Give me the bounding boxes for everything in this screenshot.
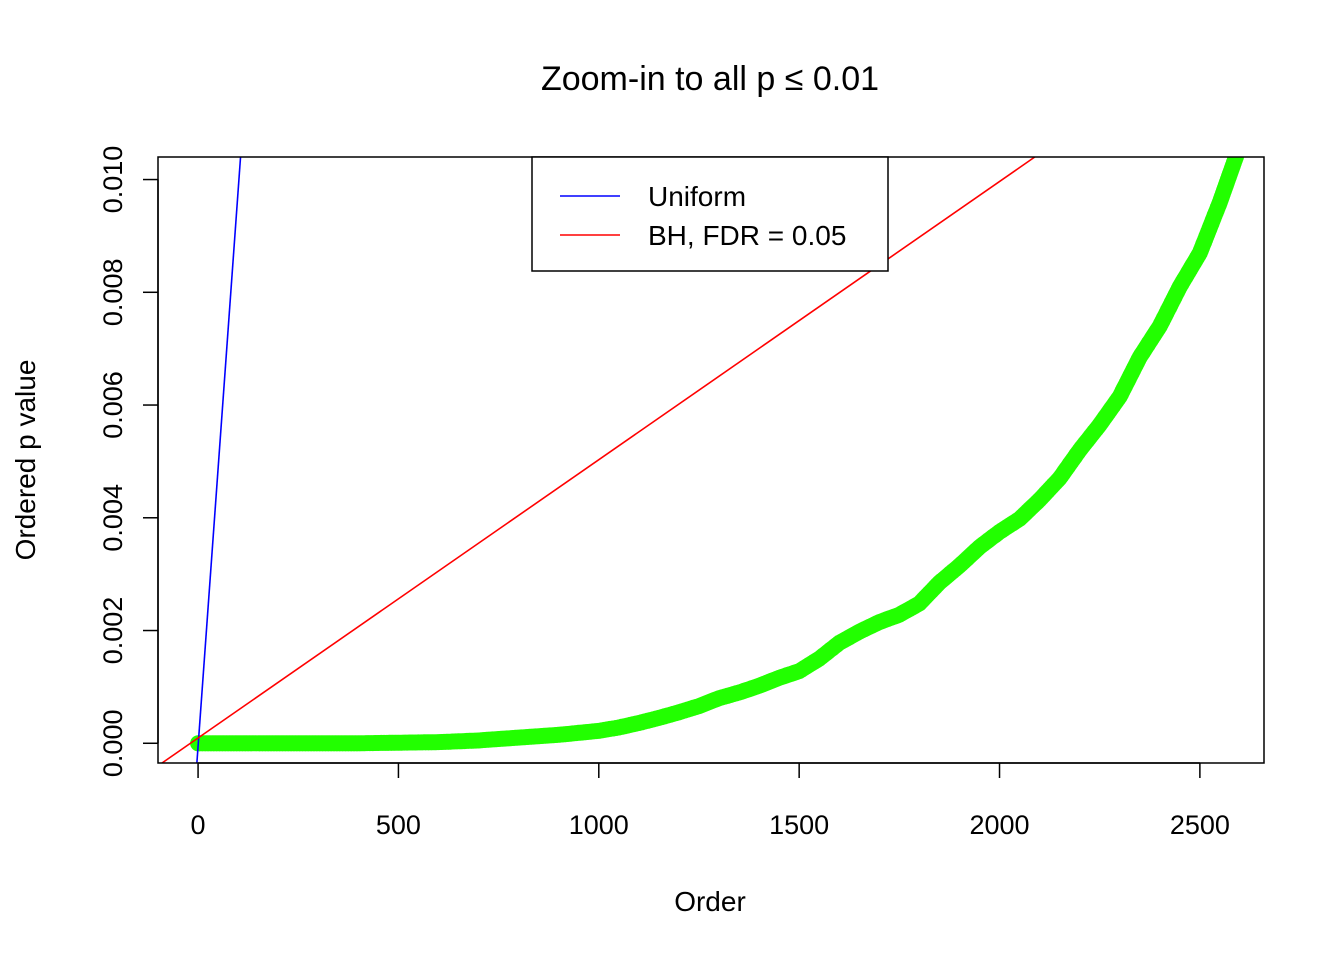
bh-threshold-line [161,157,1036,763]
x-tick-label: 2000 [969,810,1029,840]
x-axis: 0 500 1000 1500 2000 2500 [191,762,1230,840]
data-layer [161,157,1244,763]
y-tick-label: 0.000 [98,710,128,778]
x-tick-label: 1500 [769,810,829,840]
chart-title: Zoom-in to all p ≤ 0.01 [541,60,879,98]
y-tick-label: 0.010 [98,146,128,214]
pvalue-points [190,157,1244,752]
legend-label-bh: BH, FDR = 0.05 [648,220,846,251]
y-axis-label: Ordered p value [10,360,41,561]
x-tick-label: 1000 [569,810,629,840]
y-axis: 0.000 0.002 0.004 0.006 0.008 0.010 [98,146,159,778]
x-axis-label: Order [674,886,746,917]
legend-label-uniform: Uniform [648,181,746,212]
y-tick-label: 0.008 [98,259,128,327]
legend: Uniform BH, FDR = 0.05 [531,156,889,272]
uniform-line [196,157,242,763]
x-tick-label: 2500 [1170,810,1230,840]
y-tick-label: 0.002 [98,597,128,665]
y-tick-label: 0.004 [98,484,128,552]
x-tick-label: 0 [191,810,206,840]
x-tick-label: 500 [376,810,421,840]
pvalue-point [1227,157,1244,165]
legend-box [531,156,889,272]
y-tick-label: 0.006 [98,371,128,439]
